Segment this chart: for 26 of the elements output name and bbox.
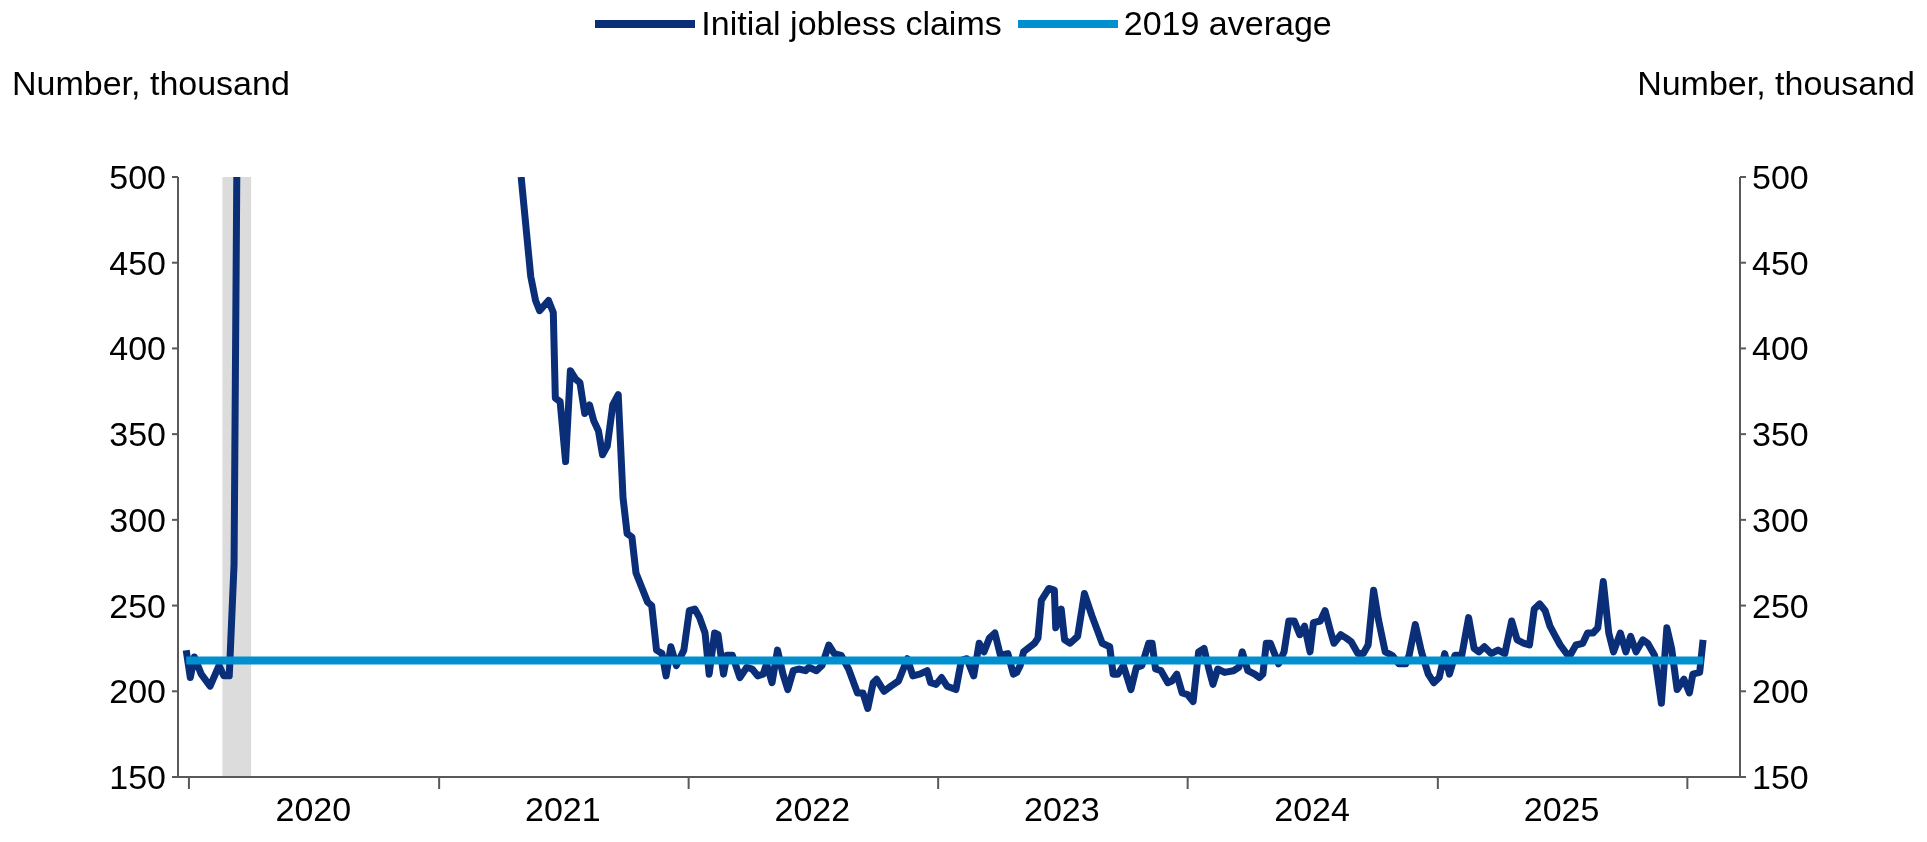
- y-tick-label: 300: [109, 500, 166, 539]
- y2-tick-label: 300: [1752, 500, 1809, 539]
- y2-tick-label: 200: [1752, 672, 1809, 711]
- x-tick-label: 2020: [275, 790, 352, 828]
- x-tick-label: 2023: [1024, 790, 1100, 828]
- y-tick-label: 350: [109, 415, 166, 454]
- x-tick-label: 2022: [774, 790, 851, 828]
- y2-tick-label: 450: [1752, 243, 1809, 282]
- y2-tick-label: 350: [1752, 415, 1809, 454]
- x-tick-label: 2021: [525, 790, 601, 828]
- y2-tick-label: 500: [1752, 158, 1809, 197]
- y2-tick-label: 250: [1752, 586, 1809, 625]
- legend-label: Initial jobless claims: [701, 4, 1002, 43]
- y-tick-label: 150: [109, 758, 166, 797]
- y-tick-label: 250: [109, 586, 166, 625]
- y-tick-label: 450: [109, 243, 166, 282]
- x-tick-label: 2025: [1523, 790, 1600, 828]
- y-tick-label: 500: [109, 158, 166, 197]
- y-tick-label: 200: [109, 672, 166, 711]
- y2-axis-title: Number, thousand: [1637, 64, 1915, 103]
- y-axis-title: Number, thousand: [12, 64, 290, 103]
- y2-tick-label: 150: [1752, 758, 1809, 797]
- legend-label: 2019 average: [1123, 4, 1332, 43]
- y-tick-label: 400: [109, 329, 166, 368]
- x-tick-label: 2024: [1274, 790, 1350, 828]
- y2-tick-label: 400: [1752, 329, 1809, 368]
